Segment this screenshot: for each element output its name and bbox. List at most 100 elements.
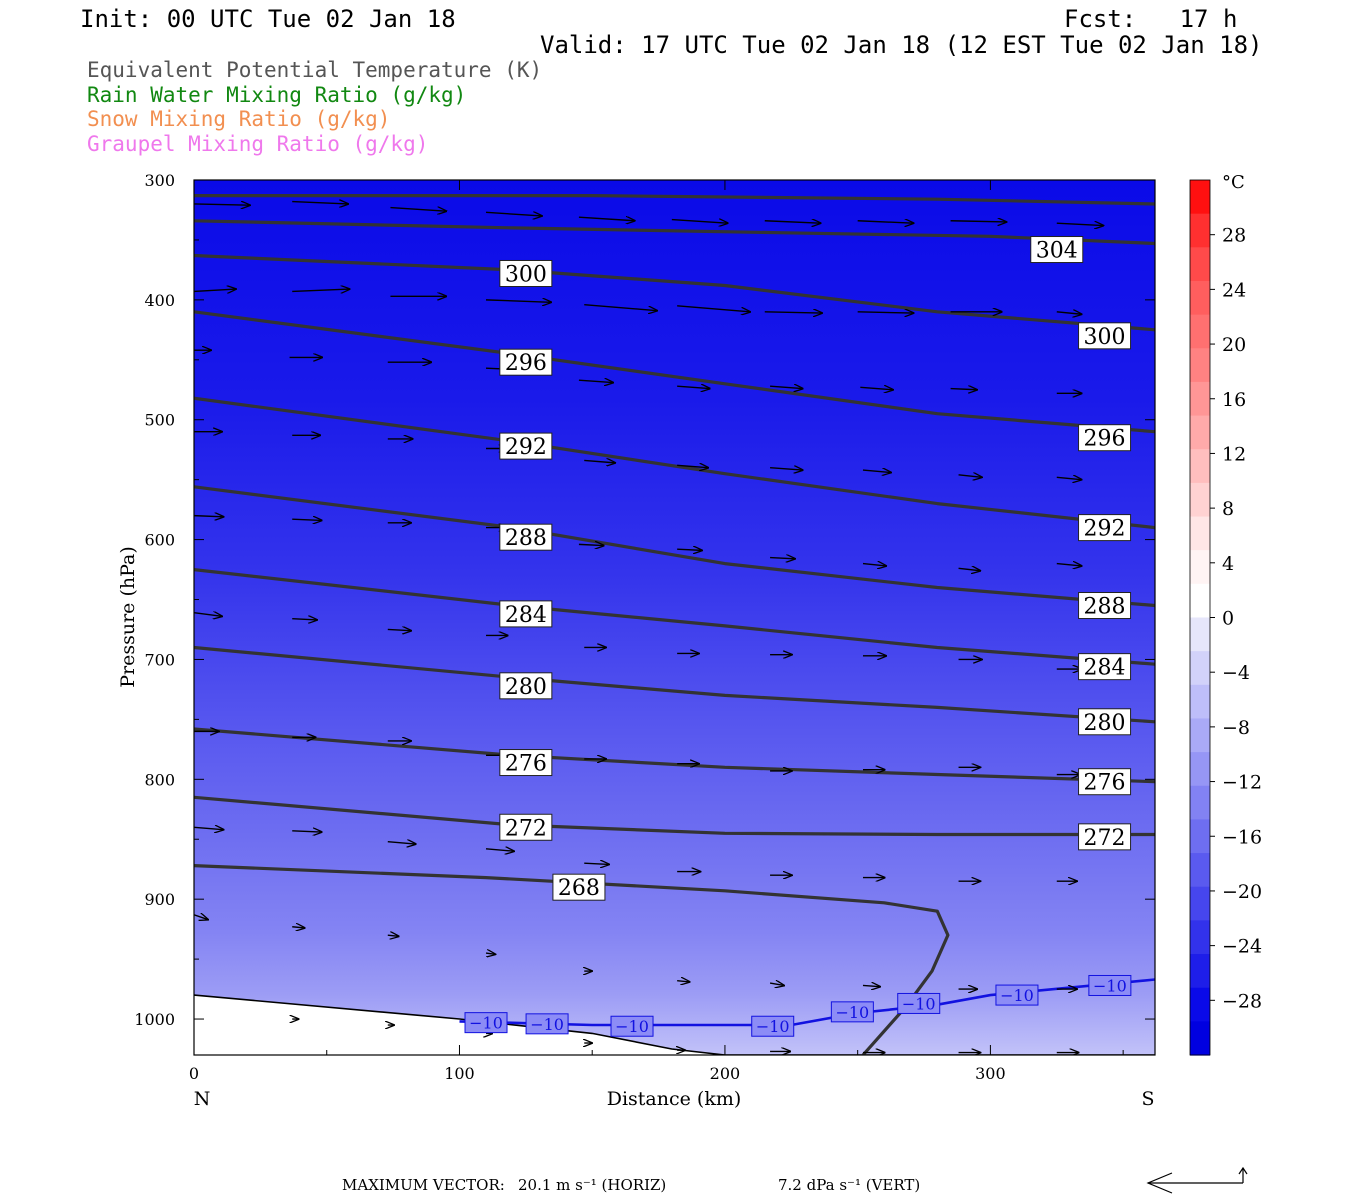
colorbar-swatch (1190, 718, 1210, 753)
colorbar-tick-label: −16 (1222, 826, 1262, 848)
svg-text:296: 296 (1084, 427, 1126, 452)
wind-vector (584, 460, 615, 462)
svg-text:276: 276 (1084, 771, 1126, 796)
y-axis-label: Pressure (hPa) (117, 546, 139, 688)
wind-vector (194, 827, 223, 829)
x-tick-label: 200 (710, 1064, 741, 1083)
svg-text:292: 292 (505, 435, 547, 460)
svg-text:284: 284 (505, 603, 547, 628)
colorbar-tick-label: 8 (1222, 498, 1234, 520)
plot-area: 304 300 300 296 296 292 292 288 288 284 284 280 280 2… (193, 179, 1156, 1056)
wind-vector (860, 387, 893, 389)
svg-text:280: 280 (1084, 711, 1126, 736)
svg-text:288: 288 (505, 526, 547, 551)
svg-text:300: 300 (505, 262, 547, 287)
temperature-label: −10 (464, 1012, 508, 1034)
y-tick-label: 900 (144, 890, 175, 909)
wind-vector (387, 935, 399, 936)
wind-vector (677, 981, 689, 982)
wind-vector (584, 303, 657, 311)
theta-e-contour-272 (194, 795, 1155, 837)
theta-e-contour-284 (194, 568, 1155, 666)
temperature-label: −10 (830, 1001, 874, 1023)
svg-text:268: 268 (558, 876, 600, 901)
colorbar-swatch (1190, 247, 1210, 282)
wind-vector (578, 380, 613, 382)
colorbar-tick-label: 20 (1222, 334, 1246, 356)
svg-text:−10: −10 (615, 1017, 649, 1036)
colorbar-swatch (1190, 1021, 1210, 1056)
wind-vector (486, 953, 495, 954)
max-vector-label: MAXIMUM VECTOR: (342, 1176, 505, 1194)
wind-vector (578, 544, 604, 545)
wind-vector (578, 217, 635, 221)
max-vector-vert: 7.2 dPa s⁻¹ (VERT) (778, 1176, 921, 1194)
y-tick-label: 800 (144, 770, 175, 789)
plot-frame (193, 179, 1156, 1056)
colorbar-tick-label: 16 (1222, 389, 1246, 411)
colorbar-swatch (1190, 987, 1210, 1022)
x-end-left-label: N (194, 1088, 211, 1110)
legend-snow: Snow Mixing Ratio (g/kg) (87, 107, 391, 131)
colorbar-tick-label: −28 (1222, 990, 1262, 1012)
wind-vector (950, 221, 1007, 222)
wind-vector (958, 568, 981, 570)
wind-vector (194, 289, 236, 291)
legend-theta-e: Equivalent Potential Temperature (K) (87, 58, 543, 82)
wind-vector (485, 849, 514, 851)
wind-vector (584, 863, 609, 864)
wind-vector (677, 386, 710, 388)
colorbar-swatch (1190, 954, 1210, 989)
wind-vector (1056, 223, 1104, 225)
y-tick-label: 400 (144, 291, 175, 310)
svg-text:−10: −10 (902, 994, 936, 1013)
colorbar-swatch (1190, 180, 1210, 215)
wind-vector (292, 927, 304, 928)
theta-e-label-288: 288 (499, 523, 553, 551)
colorbar-swatch (1190, 752, 1210, 787)
init-time: Init: 00 UTC Tue 02 Jan 18 (80, 5, 456, 33)
svg-text:272: 272 (505, 816, 547, 841)
svg-text:−10: −10 (1093, 976, 1127, 995)
wind-vector (862, 564, 886, 566)
svg-text:300: 300 (1084, 325, 1126, 350)
temperature-label: −10 (610, 1015, 654, 1037)
terrain-mask (194, 995, 1155, 1055)
theta-e-label-272: 272 (1078, 823, 1132, 851)
colorbar-swatch (1190, 785, 1210, 821)
legend-graupel: Graupel Mixing Ratio (g/kg) (87, 132, 429, 156)
colorbar-swatch (1190, 280, 1210, 316)
wind-vector (1056, 312, 1082, 314)
wind-vector (387, 629, 411, 630)
colorbar-swatch (1190, 381, 1210, 417)
wind-vector (292, 519, 321, 520)
theta-e-label-272: 272 (499, 813, 553, 841)
wind-vector (958, 475, 982, 477)
wind-vector (387, 842, 416, 844)
temperature-label: −10 (995, 984, 1039, 1006)
colorbar-swatch (1190, 583, 1210, 619)
x-end-right-label: S (1141, 1088, 1154, 1110)
theta-e-label-300: 300 (1078, 322, 1132, 350)
legend-rain: Rain Water Mixing Ratio (g/kg) (87, 83, 467, 107)
wind-vector (764, 312, 822, 313)
colorbar-tick-label: 24 (1222, 279, 1246, 301)
x-tick-label: 0 (189, 1064, 199, 1083)
colorbar-tick-label: 0 (1222, 608, 1234, 630)
colorbar-swatch (1190, 886, 1210, 921)
theta-e-label-268: 268 (552, 873, 606, 901)
wind-vector (677, 465, 708, 467)
wind-vector (857, 312, 914, 313)
y-tick-label: 500 (144, 411, 175, 430)
y-tick-label: 300 (144, 171, 175, 190)
wind-vector (764, 221, 821, 223)
theta-e-label-292: 292 (1078, 514, 1132, 542)
wind-vector (292, 202, 348, 204)
temperature-label: −10 (897, 992, 941, 1014)
theta-e-label-284: 284 (499, 600, 553, 628)
colorbar-unit: °C (1222, 172, 1245, 193)
wind-vector (390, 208, 446, 212)
wind-vector (770, 468, 803, 470)
svg-text:−10: −10 (835, 1003, 869, 1022)
svg-text:280: 280 (505, 675, 547, 700)
